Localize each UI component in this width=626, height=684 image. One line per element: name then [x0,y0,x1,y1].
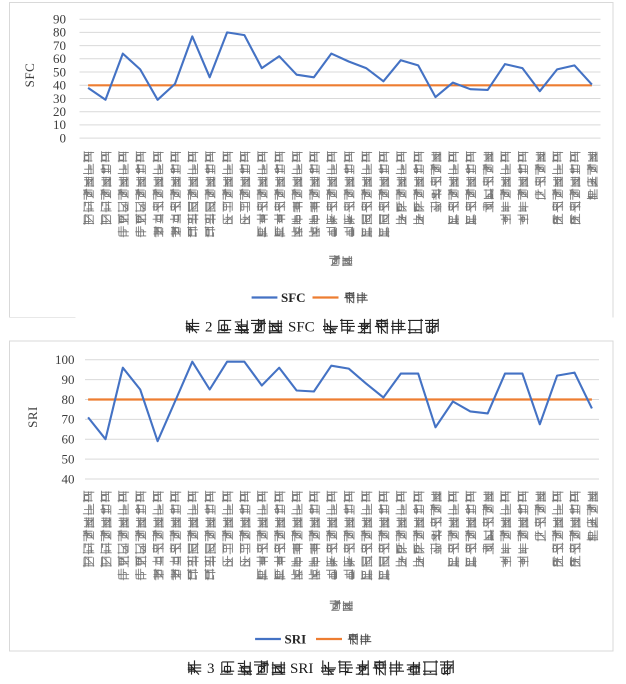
svg-text:50: 50 [53,64,66,79]
svg-text:0: 0 [60,130,67,145]
svg-text:40: 40 [62,471,75,486]
svg-text:60: 60 [53,51,66,66]
svg-text:3: 3 [207,661,215,677]
svg-text:30: 30 [53,91,66,106]
svg-text:SRI: SRI [290,661,313,677]
svg-text:SFC: SFC [22,63,37,88]
svg-text:100: 100 [55,352,75,367]
svg-text:10: 10 [53,117,66,132]
svg-text:SFC: SFC [288,320,315,336]
svg-text:60: 60 [62,432,75,447]
svg-text:2: 2 [205,320,213,336]
svg-text:90: 90 [62,372,75,387]
svg-text:40: 40 [53,78,66,93]
svg-text:70: 70 [62,412,75,427]
svg-text:80: 80 [53,25,66,40]
svg-text:20: 20 [53,104,66,119]
svg-text:90: 90 [53,12,66,27]
svg-text:70: 70 [53,38,66,53]
svg-text:SRI: SRI [25,406,40,428]
svg-text:SRI: SRI [285,632,307,647]
svg-text:80: 80 [62,392,75,407]
svg-text:SFC: SFC [281,290,306,305]
svg-text:50: 50 [62,451,75,466]
